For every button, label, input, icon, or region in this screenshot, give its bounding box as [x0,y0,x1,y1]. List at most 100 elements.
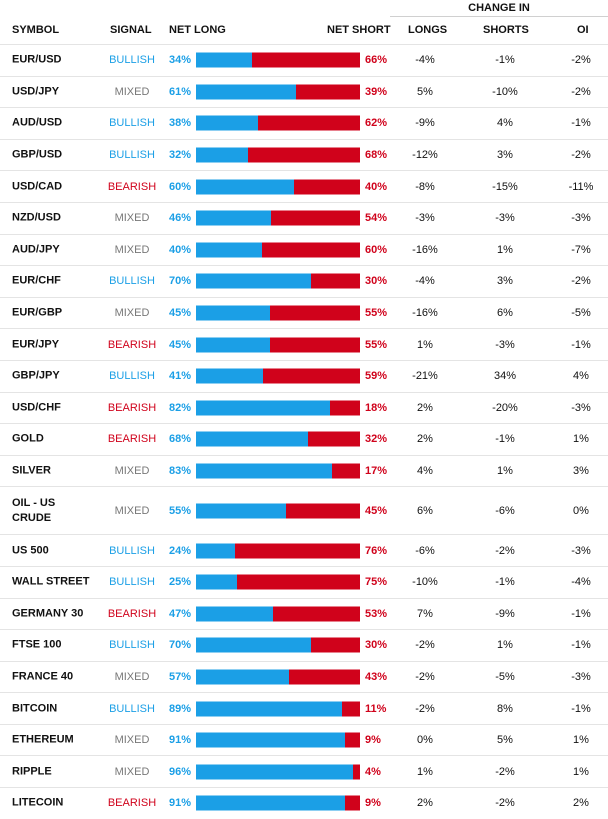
symbol-cell[interactable]: SILVER [12,464,51,477]
table-row[interactable]: USD/CHF BEARISH 82% 18% 2% -20% -3% [0,391,608,424]
table-row[interactable]: NZD/USD MIXED 46% 54% -3% -3% -3% [0,201,608,234]
oi-change: -11% [568,180,594,193]
table-row[interactable]: GOLD BEARISH 68% 32% 2% -1% 1% [0,423,608,455]
table-header: CHANGE IN SYMBOL SIGNAL NET LONG NET SHO… [0,0,608,44]
longs-change: -2% [415,670,435,683]
symbol-cell[interactable]: EUR/JPY [12,338,60,351]
table-body: EUR/USD BULLISH 34% 66% -4% -1% -2% USD/JPY MIXE… [0,44,608,819]
table-row[interactable]: ETHEREUM MIXED 91% 9% 0% 5% 1% [0,723,608,756]
short-bar [251,52,360,68]
table-row[interactable]: OIL - US CRUDE MIXED 55% 45% 6% -6% 0% [0,486,608,534]
sentiment-bar [196,431,360,447]
symbol-cell[interactable]: USD/CAD [12,180,63,193]
long-bar [196,210,272,226]
net-long-header[interactable]: NET LONG [169,24,226,36]
oi-change: -3% [571,670,591,683]
sentiment-bar [196,574,360,590]
sentiment-bar [196,701,360,717]
net-long-value: 40% [169,243,192,256]
table-row[interactable]: EUR/GBP MIXED 45% 55% -16% 6% -5% [0,296,608,329]
signal-cell: MIXED [114,765,150,778]
symbol-cell[interactable]: OIL - US CRUDE [12,496,56,524]
net-short-header[interactable]: NET SHORT [327,24,391,36]
net-long-value: 70% [169,275,192,288]
long-bar [196,179,295,195]
longs-change: -16% [412,243,438,256]
short-bar [310,637,360,653]
symbol-cell[interactable]: LITECOIN [12,796,64,809]
signal-cell: BEARISH [107,180,157,193]
symbol-cell[interactable]: GERMANY 30 [12,607,84,620]
table-row[interactable]: EUR/CHF BULLISH 70% 30% -4% 3% -2% [0,265,608,297]
net-short-value: 43% [365,670,388,683]
net-short-value: 53% [365,607,388,620]
table-row[interactable]: GERMANY 30 BEARISH 47% 53% 7% -9% -1% [0,597,608,630]
net-short-value: 30% [365,275,388,288]
longs-change: 0% [417,734,433,747]
table-row[interactable]: AUD/JPY MIXED 40% 60% -16% 1% -7% [0,233,608,266]
symbol-cell[interactable]: EUR/USD [12,53,62,66]
net-short-value: 55% [365,307,388,320]
symbol-cell[interactable]: NZD/USD [12,211,61,224]
short-bar [269,305,360,321]
table-row[interactable]: RIPPLE MIXED 96% 4% 1% -2% 1% [0,755,608,787]
symbol-cell[interactable]: AUD/JPY [12,243,60,256]
oi-change: 0% [573,504,589,517]
symbol-cell[interactable]: EUR/GBP [12,306,63,319]
longs-change: -10% [412,576,438,589]
table-row[interactable]: EUR/USD BULLISH 34% 66% -4% -1% -2% [0,44,608,76]
symbol-cell[interactable]: RIPPLE [12,765,52,778]
short-bar [261,242,360,258]
sentiment-bar [196,147,360,163]
table-row[interactable]: EUR/JPY BEARISH 45% 55% 1% -3% -1% [0,328,608,360]
sentiment-bar [196,179,360,195]
table-row[interactable]: USD/JPY MIXED 61% 39% 5% -10% -2% [0,75,608,108]
symbol-cell[interactable]: WALL STREET [12,575,90,588]
table-row[interactable]: GBP/USD BULLISH 32% 68% -12% 3% -2% [0,138,608,171]
net-long-value: 32% [169,149,192,162]
longs-change: 2% [417,433,433,446]
oi-change: -3% [571,212,591,225]
table-row[interactable]: SILVER MIXED 83% 17% 4% 1% 3% [0,454,608,487]
longs-header[interactable]: LONGS [408,24,448,36]
symbol-cell[interactable]: GBP/USD [12,148,63,161]
symbol-header[interactable]: SYMBOL [12,24,60,36]
signal-cell: MIXED [114,504,150,517]
oi-change: 1% [573,765,589,778]
table-row[interactable]: FTSE 100 BULLISH 70% 30% -2% 1% -1% [0,629,608,661]
net-short-value: 11% [365,702,387,715]
long-bar [196,431,308,447]
signal-header[interactable]: SIGNAL [110,24,152,36]
oi-header[interactable]: OI [577,24,589,36]
symbol-cell[interactable]: FTSE 100 [12,638,62,651]
symbol-cell[interactable]: USD/JPY [12,85,60,98]
symbol-cell[interactable]: USD/CHF [12,401,61,414]
oi-change: -5% [571,307,591,320]
signal-cell: MIXED [114,243,150,256]
table-row[interactable]: FRANCE 40 MIXED 57% 43% -2% -5% -3% [0,660,608,693]
symbol-cell[interactable]: FRANCE 40 [12,670,74,683]
sentiment-bar [196,242,360,258]
sentiment-bar [196,503,360,519]
net-long-value: 45% [169,338,192,351]
signal-cell: BULLISH [109,702,155,715]
symbol-cell[interactable]: AUD/USD [12,116,63,129]
table-row[interactable]: WALL STREET BULLISH 25% 75% -10% -1% -4% [0,565,608,598]
longs-change: 2% [417,797,433,810]
table-row[interactable]: USD/CAD BEARISH 60% 40% -8% -15% -11% [0,170,608,202]
longs-change: -2% [415,702,435,715]
shorts-change: -2% [495,797,515,810]
table-row[interactable]: GBP/JPY BULLISH 41% 59% -21% 34% 4% [0,359,608,392]
symbol-cell[interactable]: EUR/CHF [12,274,61,287]
symbol-cell[interactable]: ETHEREUM [12,733,74,746]
symbol-cell[interactable]: GOLD [12,432,44,445]
table-row[interactable]: LITECOIN BEARISH 91% 9% 2% -2% 2% [0,787,608,819]
table-row[interactable]: AUD/USD BULLISH 38% 62% -9% 4% -1% [0,107,608,139]
symbol-cell[interactable]: BITCOIN [12,702,58,715]
shorts-header[interactable]: SHORTS [483,24,529,36]
table-row[interactable]: US 500 BULLISH 24% 76% -6% -2% -3% [0,534,608,566]
symbol-cell[interactable]: US 500 [12,544,49,557]
symbol-cell[interactable]: GBP/JPY [12,369,60,382]
table-row[interactable]: BITCOIN BULLISH 89% 11% -2% 8% -1% [0,692,608,724]
signal-cell: BULLISH [109,149,155,162]
